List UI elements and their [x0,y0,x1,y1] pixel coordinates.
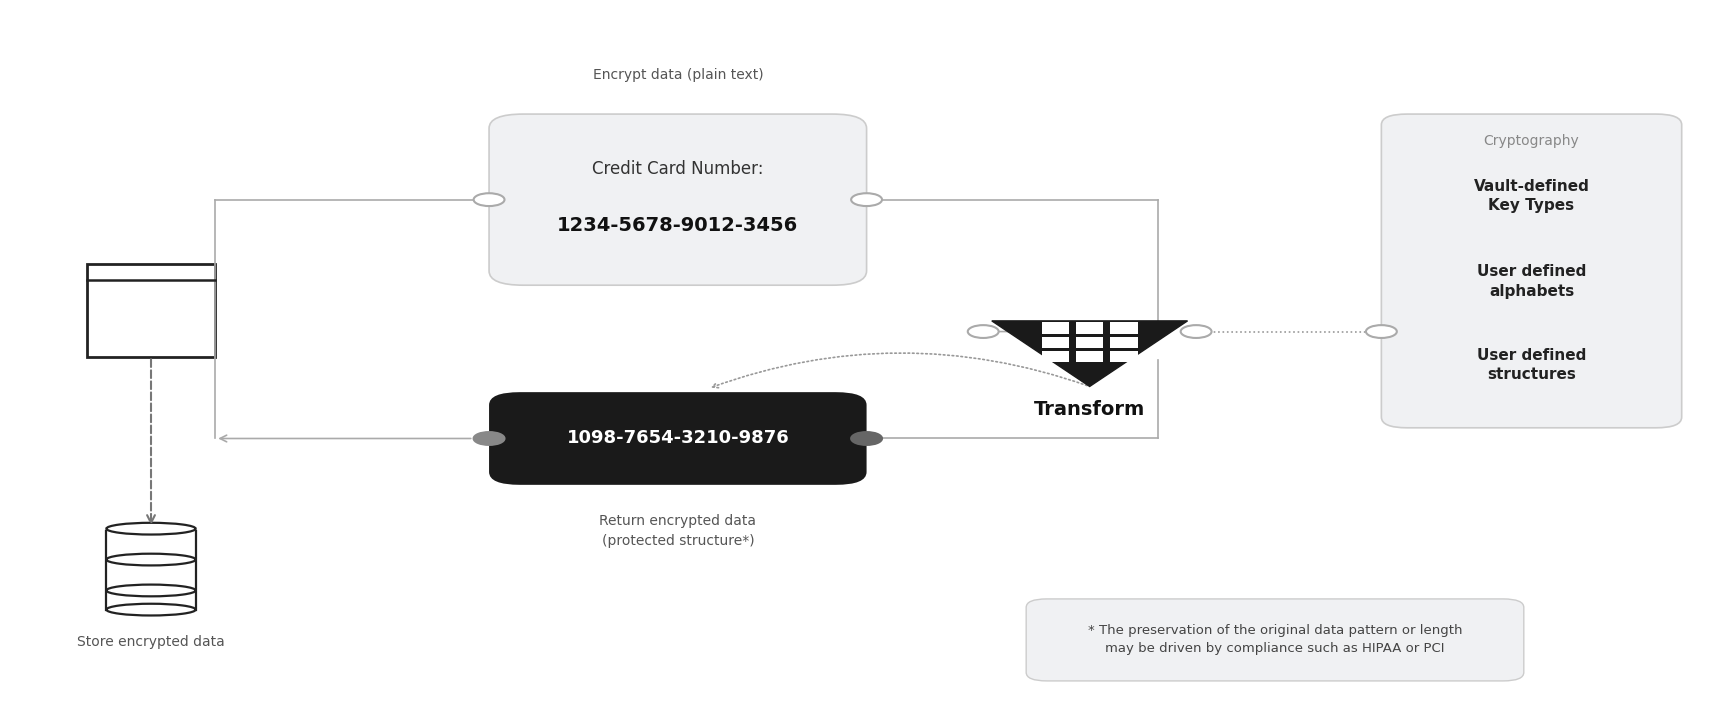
Text: Return encrypted data
(protected structure*): Return encrypted data (protected structu… [599,515,757,548]
Bar [1076,351,1103,362]
Text: Store encrypted data: Store encrypted data [77,635,225,649]
Circle shape [474,432,505,445]
Ellipse shape [106,604,196,615]
FancyBboxPatch shape [86,264,216,356]
Text: 1234-5678-9012-3456: 1234-5678-9012-3456 [558,216,798,235]
Bar [106,528,196,548]
Circle shape [851,193,882,206]
Ellipse shape [106,585,196,596]
Polygon shape [992,321,1187,386]
Text: User defined
structures: User defined structures [1477,348,1586,382]
FancyBboxPatch shape [489,114,867,285]
Text: Credit Card Number:: Credit Card Number: [592,160,764,178]
Text: Vault-defined
Key Types: Vault-defined Key Types [1474,179,1589,213]
Circle shape [851,432,882,445]
Bar [1110,351,1138,362]
Text: Transform: Transform [1035,399,1145,419]
Bar [106,560,196,579]
Bar [106,590,196,610]
Bar [1110,322,1138,334]
Text: * The preservation of the original data pattern or length
may be driven by compl: * The preservation of the original data … [1088,625,1462,655]
Ellipse shape [106,554,196,565]
Text: User defined
alphabets: User defined alphabets [1477,265,1586,299]
Text: Encrypt data (plain text): Encrypt data (plain text) [592,68,764,82]
Text: Cryptography: Cryptography [1484,134,1579,148]
Circle shape [968,325,999,338]
Bar [1076,322,1103,334]
FancyBboxPatch shape [1026,599,1524,681]
Ellipse shape [106,523,196,535]
Circle shape [1366,325,1397,338]
FancyBboxPatch shape [489,392,867,485]
Circle shape [1181,325,1211,338]
Bar [1042,322,1069,334]
FancyBboxPatch shape [1381,114,1682,428]
Bar [1042,337,1069,348]
Circle shape [474,193,505,206]
Bar [1076,337,1103,348]
Text: 1098-7654-3210-9876: 1098-7654-3210-9876 [566,429,789,448]
Bar [1110,337,1138,348]
Bar [1042,351,1069,362]
